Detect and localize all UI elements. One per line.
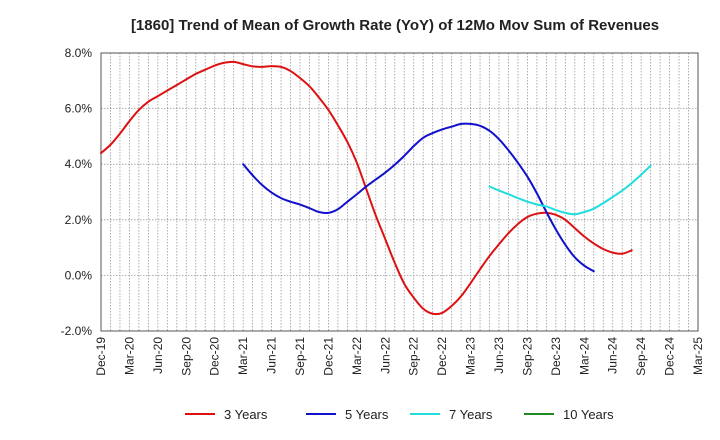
x-tick-label: Dec-19	[94, 337, 108, 376]
x-tick-label: Sep-22	[407, 337, 421, 376]
plot-area-frame	[100, 52, 699, 332]
x-tick-label: Jun-22	[378, 337, 392, 374]
y-tick-label: -2.0%	[61, 324, 93, 338]
y-tick-label: 4.0%	[65, 157, 93, 171]
x-tick-label: Mar-20	[122, 337, 136, 375]
x-axis: Dec-19 Mar-20 Jun-20 Sep-20 Dec-20 Mar-21 Jun-…	[94, 337, 705, 376]
series-line-7-years	[488, 164, 652, 216]
y-tick-label: 2.0%	[65, 213, 93, 227]
x-tick-label: Dec-21	[321, 337, 335, 376]
x-tick-label: Dec-20	[208, 337, 222, 376]
y-tick-label: 8.0%	[65, 46, 93, 60]
legend-label-5-years: 5 Years	[345, 407, 389, 422]
x-tick-label: Dec-22	[435, 337, 449, 376]
legend-label-10-years: 10 Years	[563, 407, 614, 422]
series-line-3-years	[100, 60, 633, 316]
y-tick-label: 0.0%	[65, 268, 93, 282]
grid	[101, 53, 698, 331]
x-tick-label: Sep-21	[293, 337, 307, 376]
x-tick-label: Sep-24	[634, 337, 648, 376]
legend-label-3-years: 3 Years	[224, 407, 268, 422]
x-tick-label: Mar-22	[350, 337, 364, 375]
chart-title: [1860] Trend of Mean of Growth Rate (YoY…	[131, 17, 659, 34]
series-line-5-years	[242, 122, 595, 273]
y-tick-label: 6.0%	[65, 102, 93, 116]
series-layer	[100, 60, 652, 316]
x-tick-label: Jun-24	[606, 337, 620, 374]
x-tick-label: Mar-21	[236, 337, 250, 375]
x-tick-label: Jun-23	[492, 337, 506, 374]
x-tick-label: Mar-24	[577, 337, 591, 375]
x-tick-label: Mar-25	[691, 337, 705, 375]
x-tick-label: Mar-23	[464, 337, 478, 375]
x-tick-label: Sep-23	[520, 337, 534, 376]
x-tick-label: Dec-24	[663, 337, 677, 376]
x-tick-label: Jun-21	[265, 337, 279, 374]
x-tick-label: Jun-20	[151, 337, 165, 374]
x-tick-label: Sep-20	[179, 337, 193, 376]
x-tick-label: Dec-23	[549, 337, 563, 376]
legend: 3 Years 5 Years 7 Years 10 Years	[185, 407, 614, 422]
y-axis: -2.0% 0.0% 2.0% 4.0% 6.0% 8.0%	[61, 46, 93, 338]
legend-label-7-years: 7 Years	[449, 407, 493, 422]
